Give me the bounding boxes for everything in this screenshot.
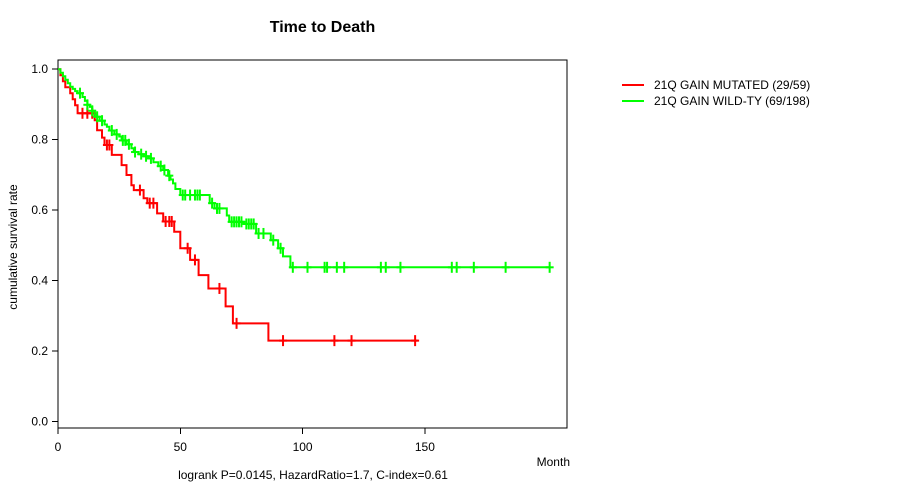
legend-line-green — [622, 100, 644, 102]
legend-label-mutated: 21Q GAIN MUTATED (29/59) — [654, 78, 811, 92]
x-tick-label: 0 — [55, 440, 62, 454]
stats-caption: logrank P=0.0145, HazardRatio=1.7, C-ind… — [178, 468, 448, 482]
y-tick-label: 0.6 — [31, 203, 48, 217]
chart-title: Time to Death — [269, 19, 376, 36]
survival-curve-wildtype — [58, 68, 550, 269]
y-tick-label: 0.2 — [31, 344, 48, 358]
y-tick-label: 1.0 — [31, 62, 48, 76]
survival-curve-mutated — [58, 68, 418, 342]
legend-label-wildtype: 21Q GAIN WILD-TY (69/198) — [654, 94, 810, 108]
x-tick-label: 150 — [415, 440, 435, 454]
x-tick-label: 100 — [293, 440, 313, 454]
y-tick-label: 0.4 — [31, 274, 48, 288]
plot-box — [57, 59, 568, 429]
y-tick-label: 0.0 — [31, 415, 48, 429]
x-tick-label: 50 — [174, 440, 188, 454]
legend-item-mutated: 21Q GAIN MUTATED (29/59) — [622, 77, 810, 93]
x-axis-label: Month — [536, 455, 570, 469]
legend: 21Q GAIN MUTATED (29/59) 21Q GAIN WILD-T… — [622, 77, 810, 109]
legend-item-wildtype: 21Q GAIN WILD-TY (69/198) — [622, 93, 810, 109]
legend-line-red — [622, 84, 644, 86]
y-tick-label: 0.8 — [31, 133, 48, 147]
